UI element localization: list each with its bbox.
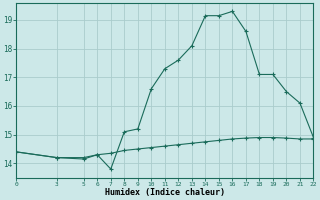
X-axis label: Humidex (Indice chaleur): Humidex (Indice chaleur) [105, 188, 225, 197]
